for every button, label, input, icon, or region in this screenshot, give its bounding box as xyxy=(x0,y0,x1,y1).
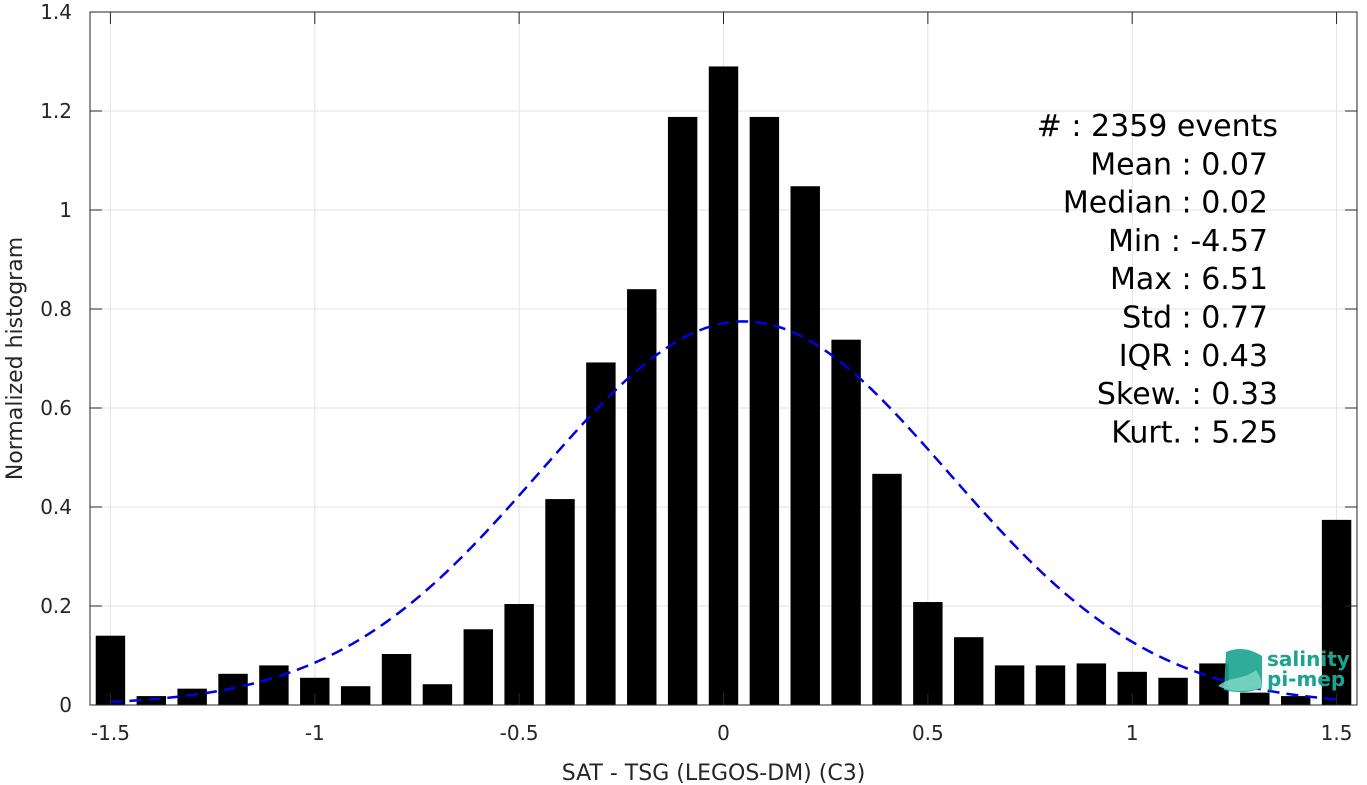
y-tick-label: 0.2 xyxy=(40,594,72,618)
y-tick-label: 0.8 xyxy=(40,297,72,321)
x-tick-label: -1.5 xyxy=(91,721,130,745)
histogram-bar xyxy=(177,688,207,705)
histogram-bar xyxy=(1035,665,1066,705)
histogram-bar xyxy=(504,604,534,705)
histogram-bar xyxy=(831,339,861,705)
histogram-bar xyxy=(136,696,167,705)
histogram-bar xyxy=(1240,692,1270,705)
y-tick-label: 0 xyxy=(59,693,72,717)
histogram-bar xyxy=(994,665,1025,705)
x-tick-label: 0 xyxy=(717,721,730,745)
histogram-bar xyxy=(463,629,493,705)
stat-line: Kurt. : 5.25 xyxy=(1111,415,1278,450)
y-tick-label: 1.2 xyxy=(40,99,72,123)
histogram-bar xyxy=(872,473,902,705)
x-tick-label: 1.5 xyxy=(1321,721,1353,745)
histogram-bar xyxy=(1076,663,1107,705)
histogram-bar xyxy=(954,637,984,705)
stat-line: Max : 6.51 xyxy=(1110,262,1268,297)
x-axis-label: SAT - TSG (LEGOS-DM) (C3) xyxy=(562,761,866,785)
histogram-bars xyxy=(95,66,1352,706)
y-tick-label: 1.4 xyxy=(40,0,72,24)
x-tick-label: -0.5 xyxy=(500,721,539,745)
y-axis-label: Normalized histogram xyxy=(3,237,28,480)
axis-ticks xyxy=(90,11,1357,706)
histogram-bar xyxy=(422,684,453,705)
histogram-bar xyxy=(1321,519,1352,705)
y-tick-label: 0.4 xyxy=(40,495,72,519)
histogram-bar xyxy=(749,116,780,705)
stat-line: Median : 0.02 xyxy=(1063,186,1268,221)
y-tick-label: 1 xyxy=(59,198,72,222)
x-tick-labels: -1.5 -1 -0.5 0 0.5 1 1.5 xyxy=(91,721,1353,745)
salinity-pi-mep-logo: salinity pi-mep xyxy=(1218,647,1350,693)
histogram-bar xyxy=(667,116,698,705)
histogram-bar xyxy=(340,686,371,705)
y-tick-label: 0.6 xyxy=(40,396,72,420)
stat-line: # : 2359 events xyxy=(1037,109,1278,144)
stat-line: IQR : 0.43 xyxy=(1119,339,1268,374)
gaussian-fit-curve xyxy=(110,320,1337,704)
x-tick-label: -1 xyxy=(305,721,325,745)
histogram-bar xyxy=(259,665,289,705)
histogram-bar xyxy=(708,66,739,705)
histogram-bar xyxy=(1158,677,1188,705)
histogram-bar xyxy=(913,602,943,705)
logo-wave-accent xyxy=(1218,670,1262,692)
histogram-bar xyxy=(586,362,616,705)
histogram-bar xyxy=(790,186,820,706)
histogram-bar xyxy=(1280,696,1311,705)
histogram-bar xyxy=(545,499,575,705)
y-tick-labels: 0 0.2 0.4 0.6 0.8 1 1.2 1.4 xyxy=(40,0,72,717)
stat-line: Mean : 0.07 xyxy=(1090,147,1268,182)
stat-line: Skew. : 0.33 xyxy=(1097,377,1278,412)
stat-line: Std : 0.77 xyxy=(1122,301,1268,336)
logo-text-pimep: pi-mep xyxy=(1267,667,1345,691)
stat-line: Min : -4.57 xyxy=(1108,224,1268,259)
x-tick-label: 0.5 xyxy=(912,721,944,745)
histogram-bar xyxy=(381,654,412,705)
x-tick-label: 1 xyxy=(1126,721,1139,745)
logo-text-salinity: salinity xyxy=(1267,647,1350,671)
histogram-bar xyxy=(627,289,657,705)
